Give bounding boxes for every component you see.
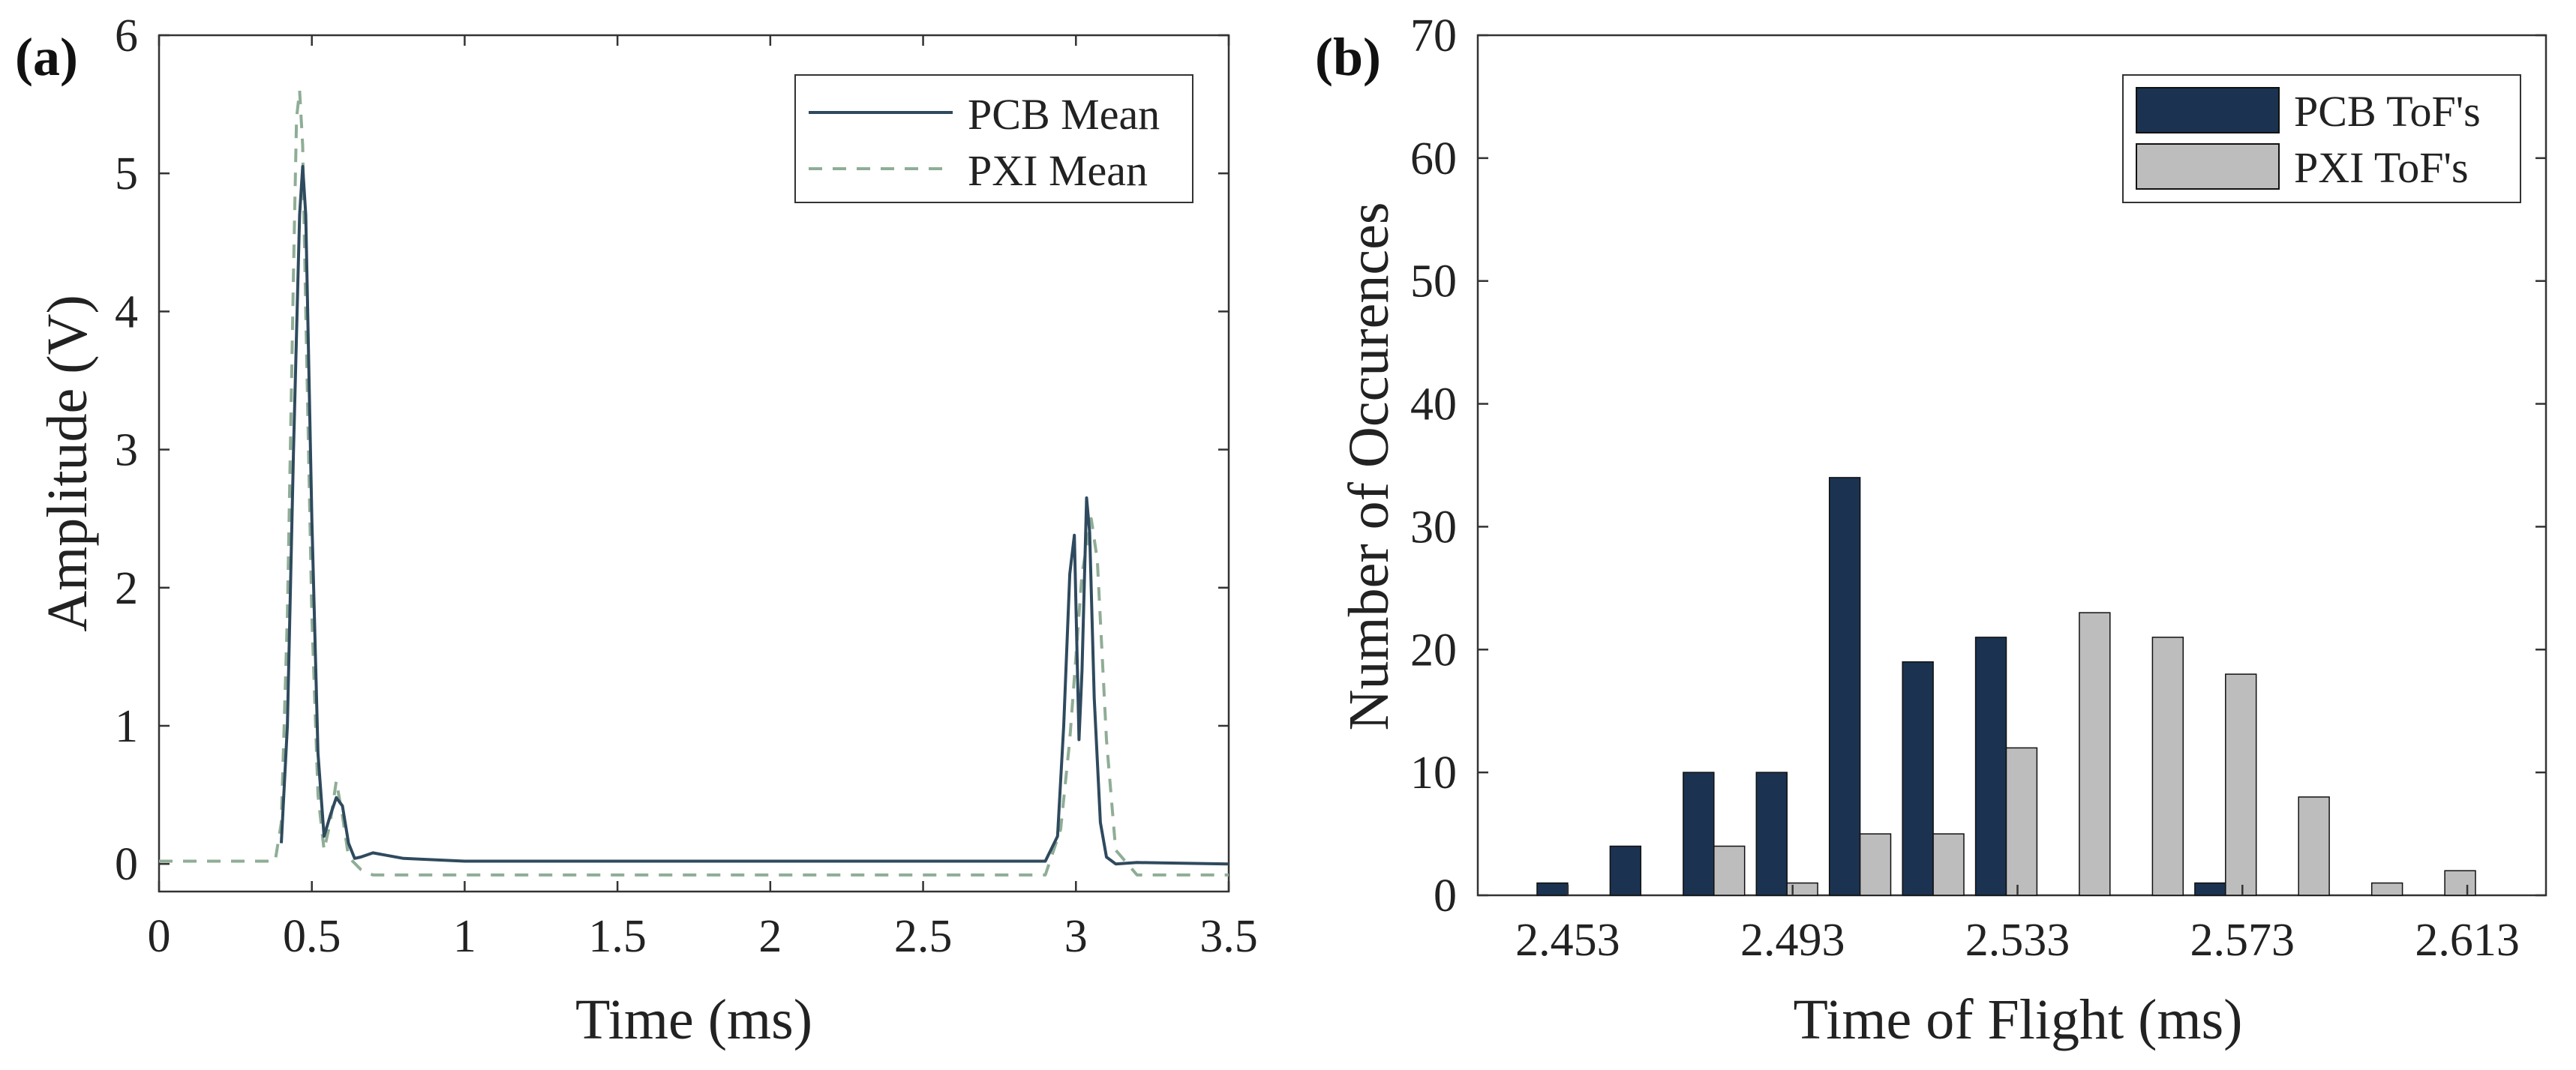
panel-b-y-tick-label: 0	[1434, 871, 1457, 922]
panel-a-x-tick-label: 2.5	[894, 911, 953, 962]
panel-a-x-axis-label: Time (ms)	[575, 988, 812, 1051]
panel-a-y-tick-label: 3	[115, 425, 138, 476]
panel-a-ticks: 0 0.5 1 1.5 2 2.5 3 3.5 0 1 2 3 4 5 6	[115, 10, 1258, 962]
panel-b-x-tick-label: 2.573	[2190, 915, 2295, 966]
bar-pcb	[1755, 772, 1788, 896]
panel-a-x-tick-label: 2	[758, 911, 782, 962]
panel-b-y-tick-label: 60	[1410, 133, 1457, 184]
panel-b-y-tick-label: 30	[1410, 502, 1457, 553]
legend-pxi-tofs-label: PXI ToF's	[2294, 143, 2469, 192]
bar-pxi	[2370, 882, 2403, 896]
panel-b-y-tick-label: 50	[1410, 256, 1457, 307]
series-line-pcb-mean	[280, 165, 1229, 866]
panel-b-legend: PCB ToF's PXI ToF's	[2122, 74, 2521, 203]
panel-b-bars	[1536, 477, 2476, 896]
bar-pcb	[1902, 661, 1934, 896]
bar-pxi	[2079, 612, 2111, 896]
panel-a-x-tick-label: 3	[1064, 911, 1088, 962]
bar-pxi	[2005, 747, 2038, 896]
panel-b-x-tick-label: 2.453	[1515, 915, 1620, 966]
legend-pcb-mean-label: PCB Mean	[968, 90, 1160, 139]
bar-pxi	[1859, 833, 1892, 896]
series-line-pxi-mean	[159, 88, 1229, 877]
bar-pxi	[1932, 833, 1965, 896]
bar-pcb	[1609, 845, 1642, 896]
panel-a-y-axis-label: Amplitude (V)	[36, 295, 99, 632]
panel-a-y-tick-label: 2	[115, 563, 138, 614]
bar-pxi	[1786, 882, 1818, 896]
panel-a-label: (a)	[15, 27, 78, 87]
panel-a-y-tick-label: 5	[115, 148, 138, 199]
legend-pcb-tofs-label: PCB ToF's	[2294, 87, 2481, 136]
panel-b-ticks: 2.453 2.493 2.533 2.573 2.613 0 10 20 30 40 50 60 70	[1410, 10, 2546, 966]
panel-b-histogram: (b) 2.453 2.493 2.533 2.573 2.613 0 10 20 30 40 50…	[1315, 10, 2547, 1051]
bar-pxi	[2151, 637, 2184, 896]
panel-b-y-tick-label: 70	[1410, 10, 1457, 61]
panel-b-x-tick-label: 2.613	[2415, 915, 2520, 966]
panel-a-x-tick-label: 3.5	[1199, 911, 1258, 962]
panel-a-series-lines	[159, 88, 1229, 877]
panel-a-legend-box	[794, 74, 1193, 203]
bar-pxi	[2444, 870, 2476, 896]
panel-a-x-tick-label: 1	[453, 911, 476, 962]
panel-b-x-tick-label: 2.493	[1740, 915, 1845, 966]
bar-pcb	[2194, 882, 2226, 896]
bar-pcb	[1683, 772, 1715, 896]
panel-a-x-tick-label: 0	[148, 911, 171, 962]
panel-a-line-chart: (a) 0 0.5 1 1.5 2 2.5 3 3.5 0 1 2 3 4 5 6 Time (ms) Am…	[15, 10, 1258, 1051]
legend-pcb-tofs-swatch	[2136, 87, 2280, 133]
bar-pxi	[2225, 673, 2257, 896]
panel-a-legend: PCB Mean PXI Mean	[794, 74, 1193, 203]
bar-pcb	[1974, 637, 2007, 896]
bar-pcb	[1536, 882, 1569, 896]
panel-a-x-tick-label: 0.5	[283, 911, 341, 962]
panel-b-label: (b)	[1315, 27, 1381, 87]
bar-pcb	[1828, 477, 1861, 896]
panel-b-y-tick-label: 10	[1410, 748, 1457, 799]
panel-b-y-tick-label: 40	[1410, 379, 1457, 430]
panel-a-y-tick-label: 0	[115, 839, 138, 890]
bar-pxi	[1713, 845, 1746, 896]
legend-pxi-tofs-swatch	[2136, 143, 2280, 190]
panel-b-x-axis-label: Time of Flight (ms)	[1794, 988, 2243, 1051]
panel-a-y-tick-label: 4	[115, 286, 138, 337]
panel-b-y-axis-label: Number of Occurences	[1338, 202, 1401, 731]
panel-a-y-tick-label: 1	[115, 701, 138, 752]
panel-a-y-tick-label: 6	[115, 10, 138, 61]
panel-b-y-tick-label: 20	[1410, 625, 1457, 676]
bar-pxi	[2298, 796, 2330, 896]
panel-a-plot-frame	[158, 34, 1230, 893]
legend-pxi-mean-label: PXI Mean	[968, 146, 1148, 195]
panel-b-x-tick-label: 2.533	[1965, 915, 2070, 966]
panel-a-x-tick-label: 1.5	[588, 911, 647, 962]
